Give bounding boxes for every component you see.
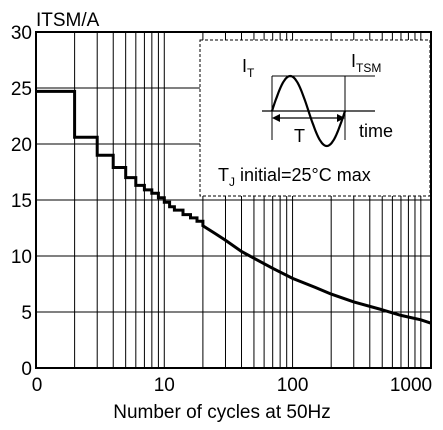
inset-arrow-left [272, 114, 280, 122]
inset-sine-wave [270, 74, 347, 148]
x-tick-label: 10 [154, 375, 175, 396]
y-tick-label: 15 [11, 191, 32, 212]
plot-frame [35, 31, 432, 369]
surge-current-curve [36, 89, 432, 325]
inset-label-tj: TJ initial=25°C max [218, 165, 371, 189]
inset-label-itsm: ITSM [351, 51, 381, 75]
y-tick-label: 20 [11, 135, 32, 156]
inset-arrow-right [337, 114, 345, 122]
x-tick-label: 100 [277, 375, 309, 396]
y-axis-label: ITSM/A [36, 10, 100, 31]
x-tick-label: 0 [32, 375, 43, 396]
y-tick-label: 30 [11, 23, 32, 44]
x-tick-label: 1000 [390, 375, 432, 396]
inset-label-time: time [359, 121, 393, 141]
y-tick-label: 5 [21, 303, 32, 324]
waveform-inset: IT ITSM T time TJ initial=25°C max [199, 39, 431, 197]
inset-label-it: IT [242, 56, 255, 80]
inset-label-period: T [294, 126, 305, 146]
y-tick-label: 10 [11, 247, 32, 268]
axes [35, 31, 432, 369]
tick-labels: 0 5 10 15 20 25 30 0 10 100 1000 [11, 23, 432, 396]
y-tick-label: 25 [11, 79, 32, 100]
y-tick-label: 0 [21, 359, 32, 380]
x-axis-label: Number of cycles at 50Hz [113, 402, 331, 423]
